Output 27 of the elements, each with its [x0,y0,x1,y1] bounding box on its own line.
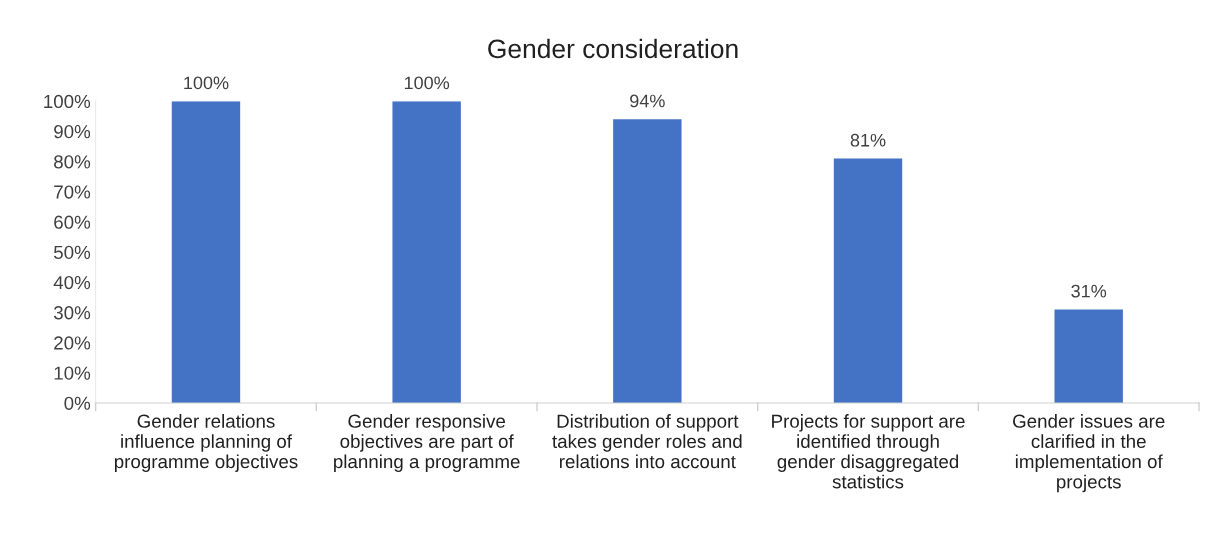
x-tick-label: Gender responsive objectives are part of planning a programme [334,414,520,472]
y-tick-label: 60% [54,215,91,229]
y-tick-label: 40% [53,275,91,290]
y-tick-label: 90% [54,125,91,139]
y-tick-label: 20% [54,336,91,350]
data-label: 81% [850,133,886,147]
data-label: 94% [630,94,665,108]
x-tick-label: Projects for support are identified through gender disaggregated statistics [772,414,965,489]
x-tick-label: Distribution of support takes gender roles and relations into account [552,414,742,469]
y-tick-label: 100% [44,94,91,109]
data-label: 100% [184,76,229,90]
bar [1054,309,1123,403]
data-label: 100% [404,76,450,90]
y-tick-label: 0% [64,396,91,410]
bar [613,119,682,403]
bar [833,158,903,403]
y-tick-label: 70% [54,185,91,199]
y-tick-label: 50% [53,245,91,260]
bar [392,101,461,403]
bar [171,101,241,403]
y-tick-label: 10% [54,366,91,380]
x-tick-label: Gender relations influence planning of programme objectives [114,414,298,472]
x-tick-label: Gender issues are clarified in the implementation of projects [1013,414,1165,493]
y-tick-label: 80% [54,155,91,169]
y-tick-label: 30% [53,306,91,320]
data-label: 31% [1071,284,1107,298]
chart-title: Gender consideration [488,38,738,59]
